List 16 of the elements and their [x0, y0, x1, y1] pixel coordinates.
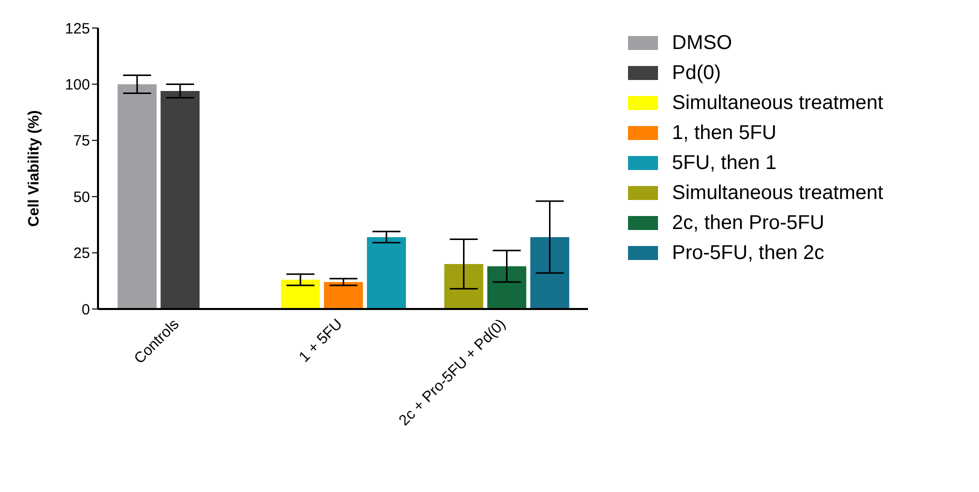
y-tick-label: 25 — [73, 245, 90, 262]
legend-label: Pro-5FU, then 2c — [672, 242, 824, 264]
y-tick-label: 50 — [73, 188, 90, 206]
legend-label: DMSO — [672, 32, 732, 54]
legend-label: 5FU, then 1 — [672, 152, 777, 174]
y-axis-title: Cell Viability (%) — [25, 110, 42, 227]
y-tick-label: 100 — [64, 76, 90, 94]
legend-label: Simultaneous treatment — [672, 182, 884, 204]
y-tick-label: 0 — [82, 301, 90, 318]
y-tick-label: 75 — [73, 132, 90, 150]
x-tick-label: 1 + 5FU — [296, 316, 346, 366]
y-tick-label: 125 — [64, 20, 90, 38]
legend-label: 1, then 5FU — [672, 122, 777, 144]
legend-label: Pd(0) — [672, 62, 721, 84]
legend-label: Simultaneous treatment — [672, 92, 884, 114]
legend-label: 2c, then Pro-5FU — [672, 212, 824, 234]
